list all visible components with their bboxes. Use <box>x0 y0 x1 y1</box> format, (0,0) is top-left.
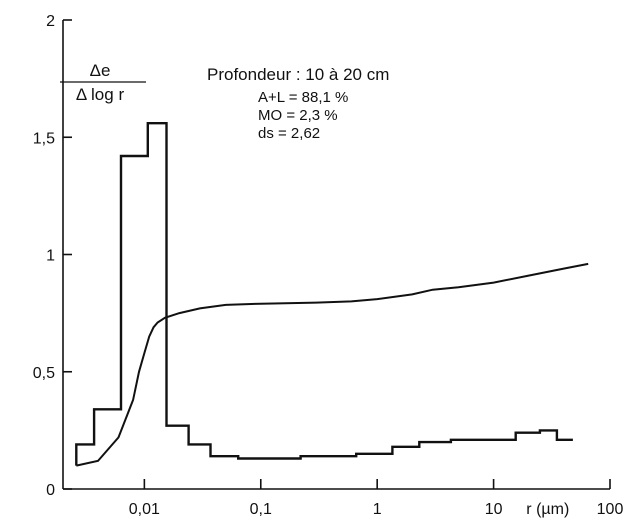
histogram-step-series <box>75 122 573 466</box>
annotation-mo: MO = 2,3 % <box>258 107 338 124</box>
x-tick-label: 0,01 <box>129 501 160 518</box>
y-tick-label: 0 <box>46 482 55 499</box>
y-tick-label: 1 <box>46 248 55 265</box>
y-tick-label: 1,5 <box>33 130 55 147</box>
annotation-block: Profondeur : 10 à 20 cm A+L = 88,1 % MO … <box>207 65 389 142</box>
y-axis: 0 0,5 1 1,5 2 <box>33 13 72 499</box>
x-tick-label: 0,1 <box>250 501 272 518</box>
chart-title: Profondeur : 10 à 20 cm <box>207 65 389 84</box>
cumulative-curve-series <box>76 262 589 467</box>
x-axis-label: r (µm) <box>526 501 569 518</box>
annotation-ds: ds = 2,62 <box>258 125 320 142</box>
annotation-al: A+L = 88,1 % <box>258 89 348 106</box>
x-axis: 0,01 0,1 1 10 100 <box>63 479 623 518</box>
x-tick-label: 10 <box>485 501 503 518</box>
x-tick-label: 100 <box>597 501 624 518</box>
y-axis-label-denominator: Δ log r <box>76 85 125 104</box>
y-axis-label: Δe Δ log r <box>60 61 146 104</box>
y-tick-label: 2 <box>46 13 55 30</box>
x-tick-label: 1 <box>373 501 382 518</box>
y-axis-label-numerator: Δe <box>90 61 111 80</box>
y-tick-label: 0,5 <box>33 365 55 382</box>
